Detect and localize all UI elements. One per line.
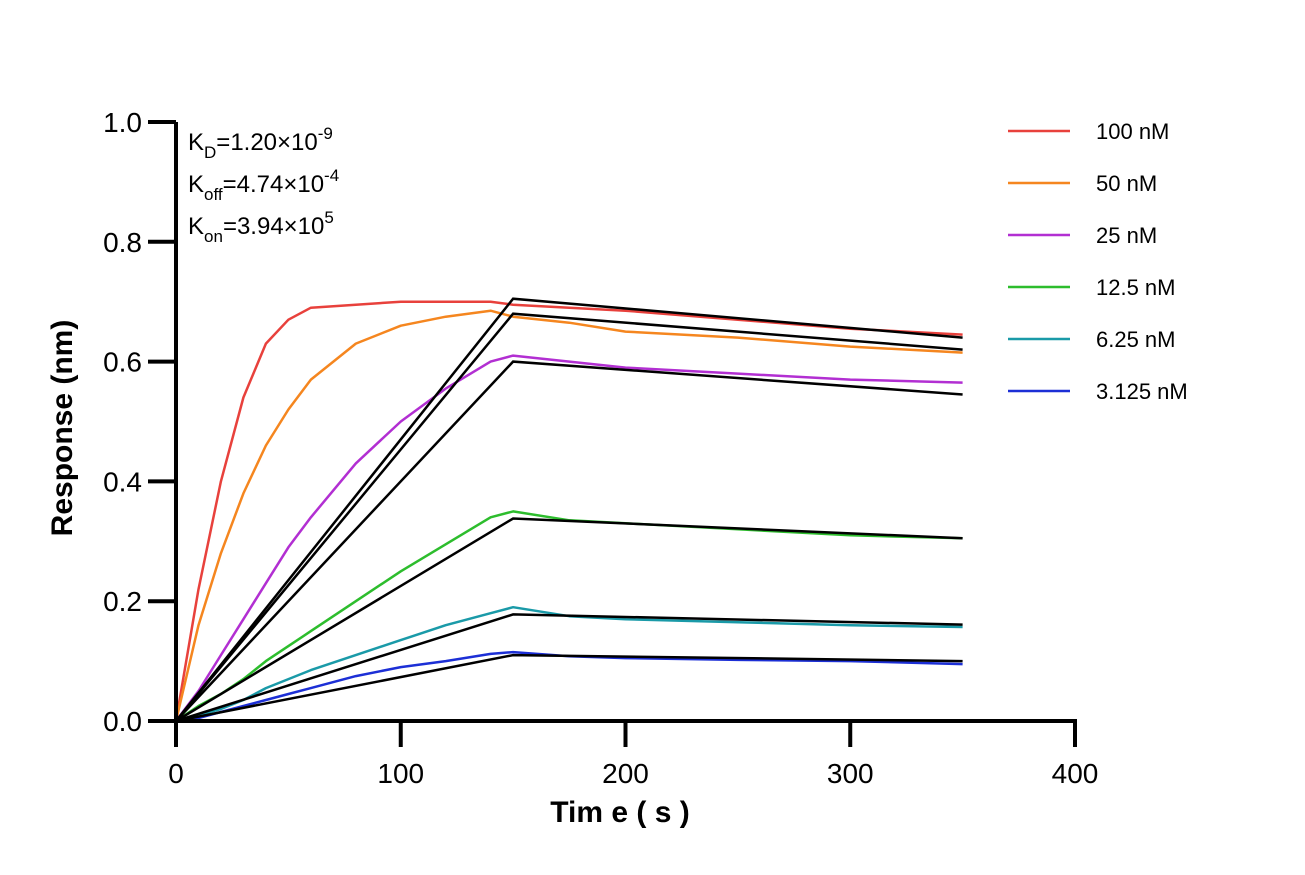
series-line-3-125-nm: [175, 650, 963, 723]
fit-line-4: [175, 517, 963, 723]
legend-label-3-125-nm: 3.125 nM: [1096, 379, 1188, 404]
fit-line-2: [175, 312, 963, 722]
y-tick-label: 0.0: [103, 706, 142, 737]
x-tick-label: 300: [827, 758, 874, 789]
y-tick-label: 0.6: [103, 347, 142, 378]
legend-label-12-5-nm: 12.5 nM: [1096, 275, 1176, 300]
series-line-25-nm: [175, 354, 963, 722]
x-tick-label: 200: [602, 758, 649, 789]
y-tick-label: 0.4: [103, 466, 142, 497]
x-tick-label: 400: [1052, 758, 1099, 789]
y-tick-label: 0.8: [103, 227, 142, 258]
legend-label-100-nm: 100 nM: [1096, 119, 1169, 144]
legend-label-25-nm: 25 nM: [1096, 223, 1157, 248]
series-line-100-nm: [174, 300, 963, 722]
fit-line-5: [175, 613, 963, 723]
fit-line-3: [175, 360, 963, 722]
legend: 100 nM 50 nM 25 nM 12.5 nM 6.25 nM 3.125 nM: [1008, 119, 1188, 404]
x-axis-title: Tim e ( s ): [550, 796, 689, 829]
plot-lines: [174, 297, 963, 723]
legend-label-50-nm: 50 nM: [1096, 171, 1157, 196]
fit-line-1: [175, 297, 963, 722]
kinetic-constants: KD=1.20×10-9 Koff=4.74×10-4 Kon=3.94×105: [188, 124, 339, 246]
koff-annotation: Koff=4.74×10-4: [188, 166, 339, 204]
x-tick-label: 0: [168, 758, 184, 789]
x-tick-label: 100: [377, 758, 424, 789]
axes: 0.0 0.2 0.4 0.6 0.8 1.0 0 100 200 300 400: [103, 107, 1098, 789]
kd-annotation: KD=1.20×10-9: [188, 124, 333, 162]
legend-label-6-25-nm: 6.25 nM: [1096, 327, 1176, 352]
series-line-6-25-nm: [175, 605, 963, 723]
kon-annotation: Kon=3.94×105: [188, 208, 334, 246]
fit-line-6: [175, 653, 963, 723]
y-tick-label: 0.2: [103, 586, 142, 617]
series-line-50-nm: [174, 309, 963, 722]
y-tick-label: 1.0: [103, 107, 142, 138]
y-axis-title: Response (nm): [46, 320, 79, 537]
